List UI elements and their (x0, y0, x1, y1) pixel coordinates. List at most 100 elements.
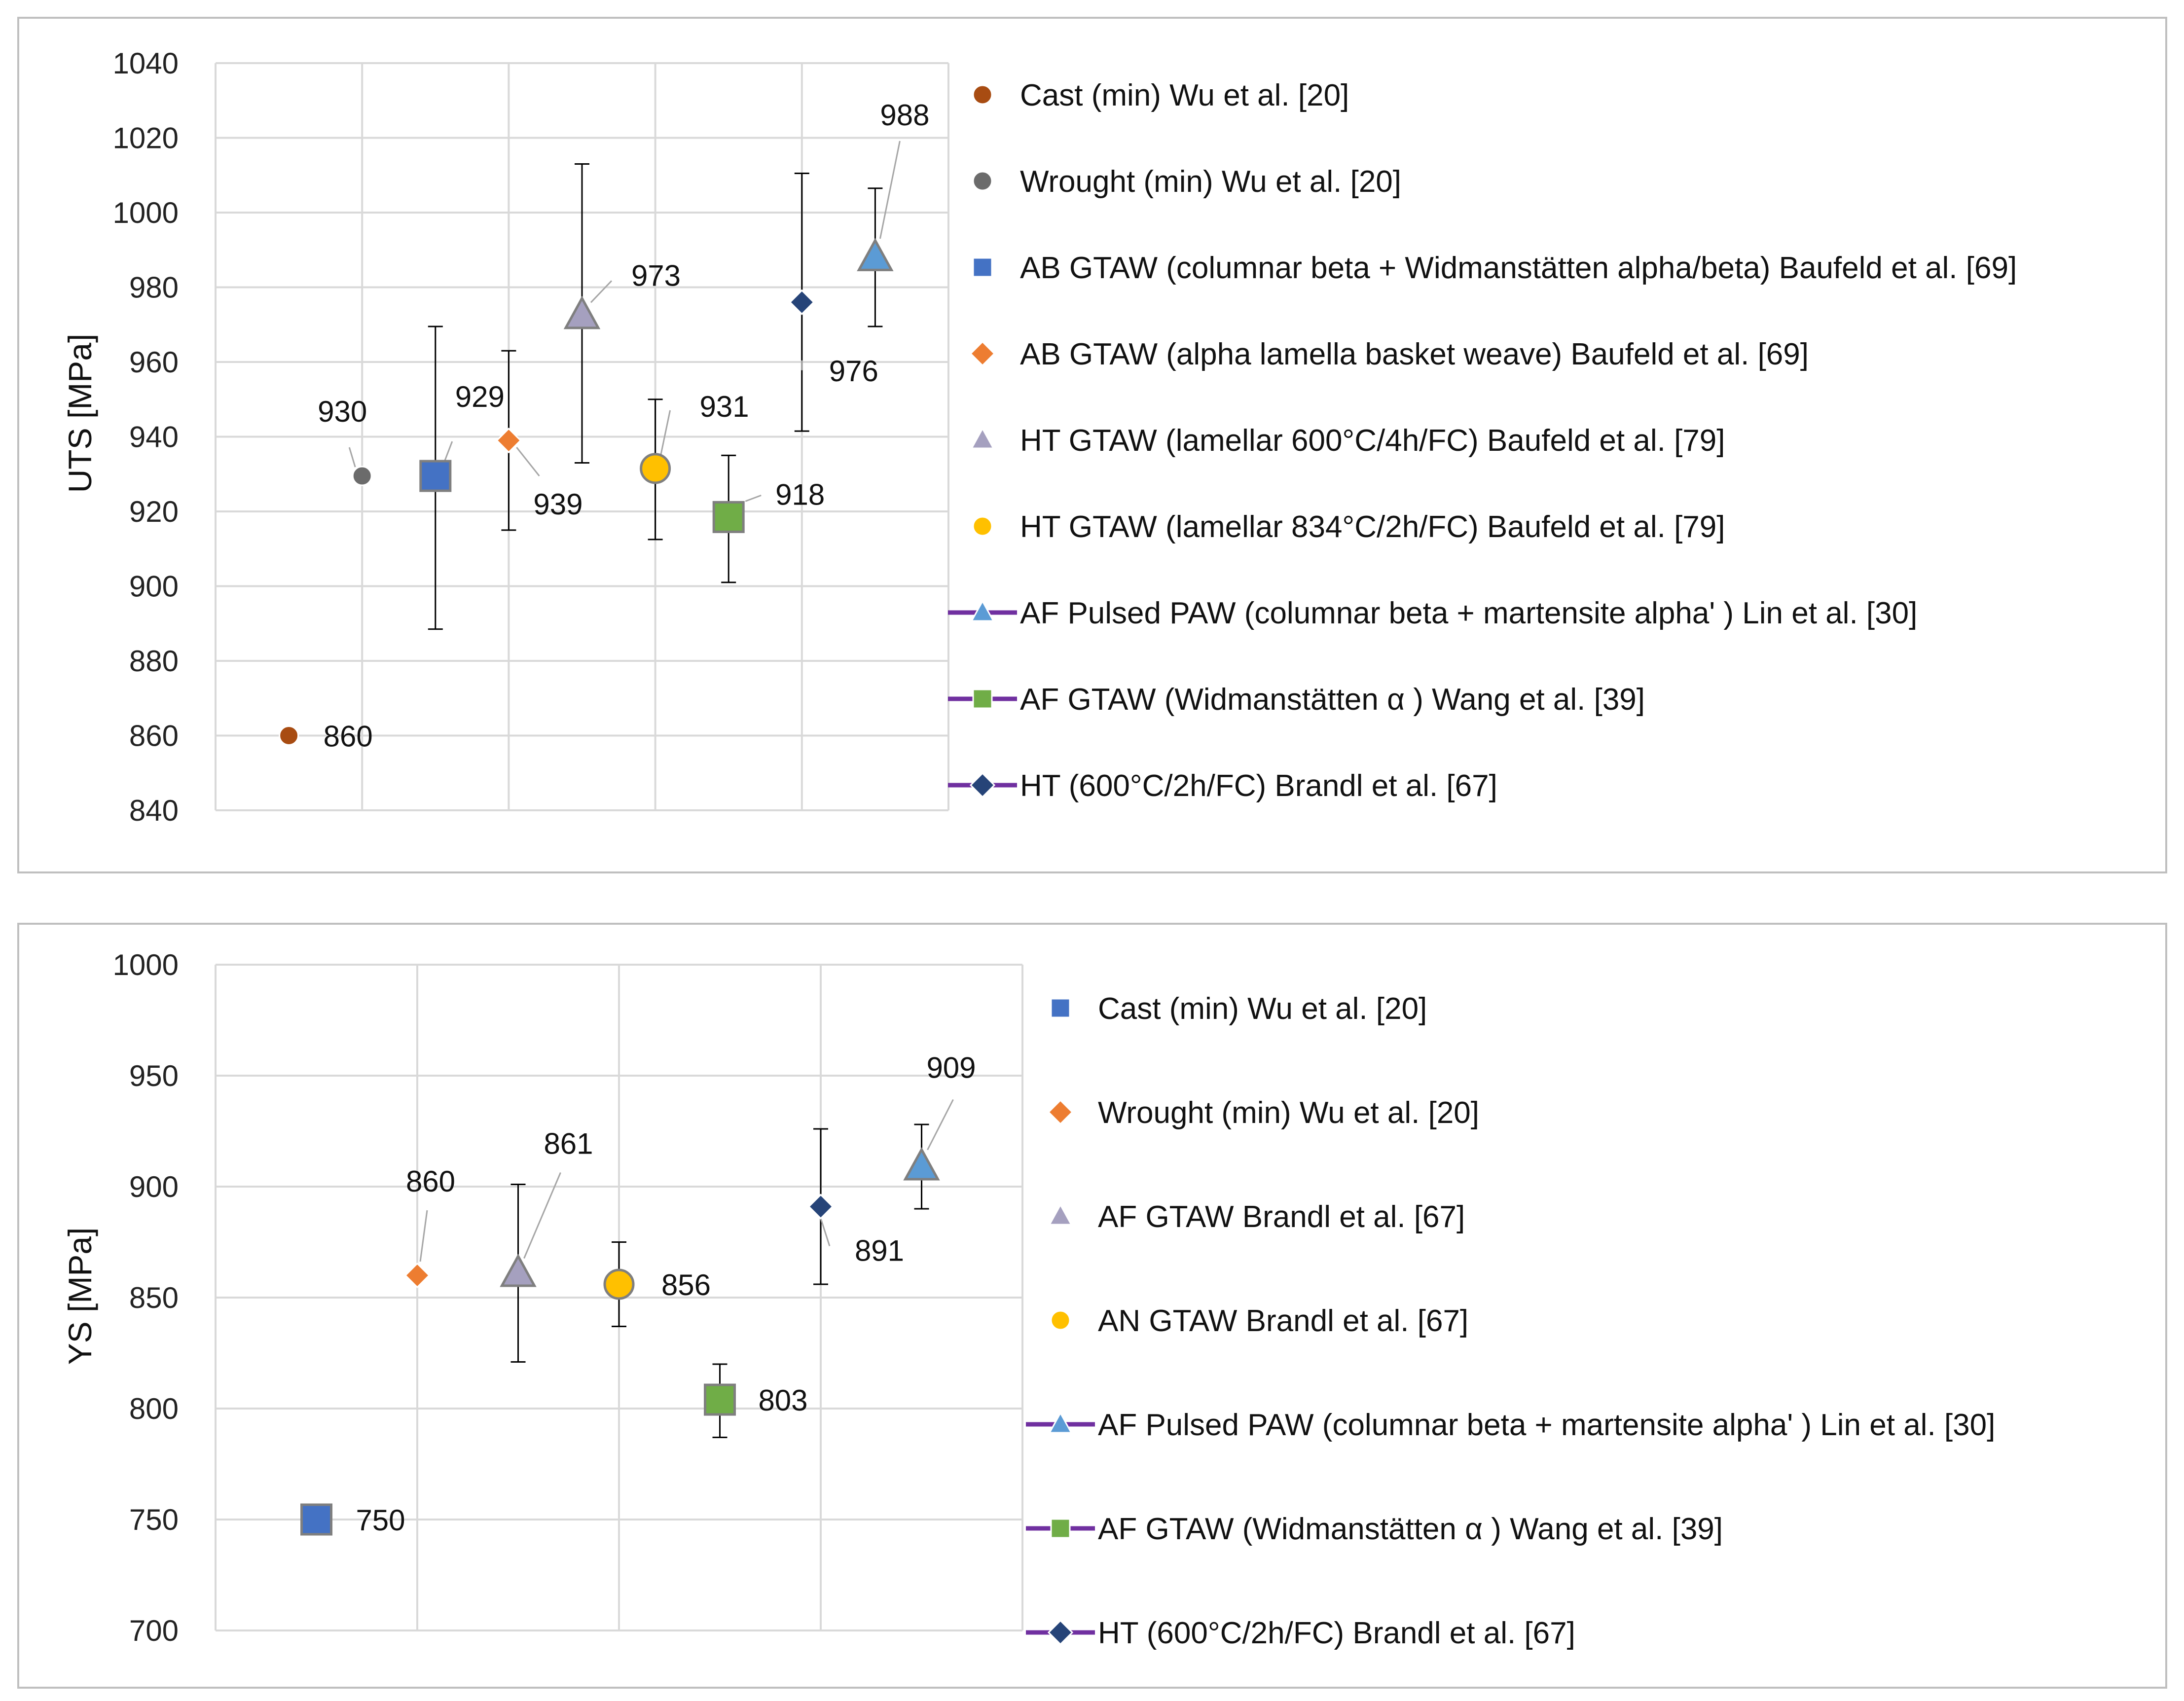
uts-leader-line (659, 410, 671, 458)
ys-data-label: 891 (855, 1234, 904, 1267)
ys-legend-item: Cast (min) Wu et al. [20] (1050, 992, 1427, 1026)
ys-point-cast-min-wu-et-al-20 (300, 1503, 332, 1536)
ys-point-af-gtaw-widmanst-tten-wang-et-al-39 (704, 1383, 736, 1416)
ys-legend-label: Cast (min) Wu et al. [20] (1098, 992, 1427, 1026)
ys-data-label: 909 (926, 1051, 976, 1085)
uts-y-tick-label: 900 (129, 570, 179, 603)
uts-point-cast-min-wu-et-al-20 (279, 725, 299, 746)
uts-legend-item: AB GTAW (columnar beta + Widmanstätten a… (972, 251, 2017, 285)
uts-legend-item: Wrought (min) Wu et al. [20] (972, 165, 1401, 199)
uts-chart-panel: 840 860 880 900 920 940 960 980 1000 1020 1040 UTS… (17, 17, 2167, 873)
uts-y-tick-label: 1000 (113, 196, 179, 229)
ys-legend-label: AF GTAW (Widmanstätten α ) Wang et al. [… (1098, 1512, 1723, 1546)
uts-data-label: 931 (700, 390, 749, 423)
ys-point-an-gtaw-brandl-et-al-67 (603, 1268, 635, 1300)
uts-legend-label: AB GTAW (alpha lamella basket weave) Bau… (1020, 337, 1809, 371)
ys-point-af-pulsed-paw-columnar-beta-martensite-a (903, 1147, 940, 1181)
uts-legend-swatch (972, 84, 993, 105)
uts-data-label: 918 (775, 478, 825, 511)
uts-legend-item: HT (600°C/2h/FC) Brandl et al. [67] (948, 769, 1497, 803)
ys-y-tick-label: 750 (129, 1503, 179, 1536)
uts-legend-swatch (972, 171, 993, 191)
ys-legend-item: AF GTAW Brandl et al. [67] (1048, 1200, 1465, 1234)
uts-y-tick-label: 880 (129, 645, 179, 678)
ys-legend: Cast (min) Wu et al. [20] Wrought (min) W… (1026, 992, 1995, 1650)
ys-gridlines (215, 964, 1023, 1631)
uts-legend-swatch (972, 516, 993, 537)
uts-data-label: 988 (880, 99, 929, 132)
ys-leader-line (523, 1172, 561, 1259)
uts-point-ht-600-c-2h-fc-brandl-et-al-67 (789, 289, 815, 315)
ys-y-tick-label: 700 (129, 1614, 179, 1647)
uts-legend-swatch (970, 427, 995, 449)
ys-legend-swatch (1050, 1518, 1071, 1539)
uts-legend-item: Cast (min) Wu et al. [20] (972, 78, 1349, 112)
ys-legend-label: AF Pulsed PAW (columnar beta + martensit… (1098, 1408, 1995, 1442)
uts-point-ab-gtaw-alpha-lamella-basket-weave-baufe (496, 427, 522, 454)
ys-legend-swatch (1050, 998, 1071, 1018)
ys-point-af-gtaw-brandl-et-al-67 (500, 1253, 537, 1287)
ys-y-tick-label: 800 (129, 1392, 179, 1425)
uts-label-leaders (348, 141, 901, 502)
uts-leader-line (879, 141, 901, 239)
uts-legend: Cast (min) Wu et al. [20] Wrought (min) W… (948, 78, 2017, 803)
uts-data-label: 930 (318, 395, 367, 428)
uts-legend-label: Wrought (min) Wu et al. [20] (1020, 165, 1401, 199)
ys-legend-item: AF GTAW (Widmanstätten α ) Wang et al. [… (1026, 1512, 1723, 1546)
ys-legend-swatch (1050, 1310, 1071, 1331)
ys-data-labels: 750 860 861 856 909 803 891 (356, 1051, 976, 1537)
ys-chart-panel: 700 750 800 850 900 950 1000 YS [MPa] 750 860 86… (17, 923, 2167, 1689)
uts-y-tick-label: 1040 (113, 47, 179, 80)
ys-legend-swatch (1048, 1203, 1073, 1226)
uts-y-tick-label: 1020 (113, 122, 179, 155)
uts-legend-label: AB GTAW (columnar beta + Widmanstätten a… (1020, 251, 2017, 285)
uts-legend-label: AF GTAW (Widmanstätten α ) Wang et al. [… (1020, 683, 1645, 717)
ys-legend-swatch (1048, 1411, 1073, 1434)
ys-label-leaders (419, 1099, 954, 1262)
uts-y-tick-label: 980 (129, 271, 179, 304)
ys-y-tick-label: 850 (129, 1281, 179, 1314)
uts-legend-label: Cast (min) Wu et al. [20] (1020, 78, 1349, 112)
uts-legend-swatch (969, 340, 996, 367)
uts-leader-line (348, 447, 356, 468)
uts-leader-line (590, 280, 613, 303)
ys-data-label: 861 (544, 1127, 593, 1160)
uts-legend-item: HT GTAW (lamellar 600°C/4h/FC) Baufeld e… (970, 424, 1725, 458)
uts-data-label: 939 (533, 488, 582, 521)
uts-point-ht-gtaw-lamellar-600-c-4h-fc-baufeld-et- (563, 295, 601, 329)
uts-legend-label: HT GTAW (lamellar 600°C/4h/FC) Baufeld e… (1020, 424, 1725, 458)
uts-point-ab-gtaw-columnar-beta-widmanst-tten-alph (419, 460, 452, 492)
ys-y-tick-label: 900 (129, 1170, 179, 1203)
uts-point-af-gtaw-widmanst-tten-wang-et-al-39 (712, 501, 745, 533)
uts-data-labels: 860 930 929 939 973 931 988 918 976 (318, 99, 929, 753)
ys-legend-label: AN GTAW Brandl et al. [67] (1098, 1304, 1468, 1338)
ys-legend-item: AN GTAW Brandl et al. [67] (1050, 1304, 1468, 1338)
uts-y-tick-label: 920 (129, 495, 179, 528)
ys-leader-line (419, 1210, 428, 1262)
uts-data-points (279, 238, 894, 746)
uts-legend-item: AF GTAW (Widmanstätten α ) Wang et al. [… (948, 683, 1645, 717)
uts-legend-swatch (969, 772, 996, 798)
uts-point-ht-gtaw-lamellar-834-c-2h-fc-baufeld-et- (640, 453, 671, 484)
uts-y-tick-label: 940 (129, 421, 179, 454)
ys-y-tick-label: 950 (129, 1059, 179, 1092)
ys-data-label: 750 (356, 1504, 405, 1537)
ys-legend-item: HT (600°C/2h/FC) Brandl et al. [67] (1026, 1616, 1575, 1650)
uts-legend-item: AF Pulsed PAW (columnar beta + martensit… (948, 596, 1917, 630)
ys-point-ht-600-c-2h-fc-brandl-et-al-67 (807, 1194, 834, 1220)
uts-legend-label: AF Pulsed PAW (columnar beta + martensit… (1020, 596, 1917, 630)
ys-legend-label: Wrought (min) Wu et al. [20] (1098, 1096, 1479, 1130)
uts-y-tick-label: 860 (129, 720, 179, 753)
ys-data-label: 860 (406, 1165, 455, 1198)
uts-leader-line (745, 494, 762, 502)
ys-legend-label: AF GTAW Brandl et al. [67] (1098, 1200, 1465, 1234)
uts-data-label: 929 (455, 380, 505, 413)
uts-y-tick-label: 840 (129, 794, 179, 827)
uts-error-bars (428, 163, 883, 630)
ys-legend-item: Wrought (min) Wu et al. [20] (1047, 1096, 1479, 1130)
ys-leader-line (820, 1218, 831, 1246)
ys-leader-line (927, 1099, 954, 1151)
ys-legend-swatch (1047, 1619, 1074, 1646)
ys-legend-swatch (1047, 1099, 1074, 1125)
